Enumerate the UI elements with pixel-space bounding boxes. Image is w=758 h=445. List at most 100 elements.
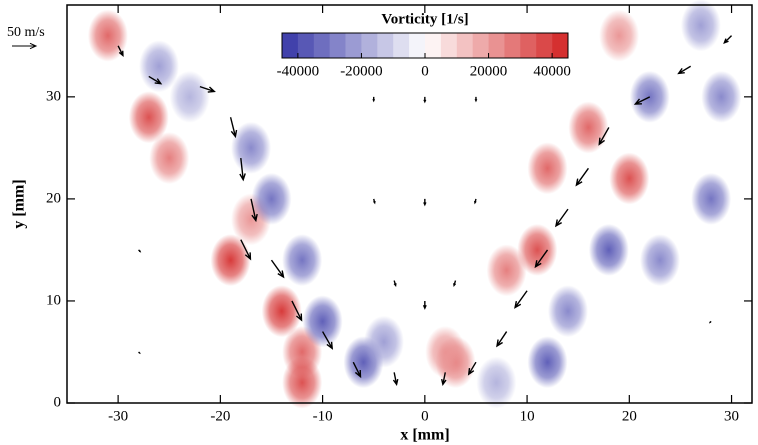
vorticity-blob [282,356,323,409]
velocity-vector [250,198,258,223]
x-tick-label: 0 [421,408,429,424]
vorticity-blob [527,142,568,195]
colorbar-swatch [377,33,394,58]
colorbar-tick-label: -20000 [340,63,383,79]
vorticity-blob [169,70,210,123]
y-tick-label: 0 [54,394,62,410]
colorbar-swatch [297,33,315,58]
velocity-vector [372,96,376,103]
x-tick-label: 20 [622,408,637,424]
velocity-vector [575,167,589,187]
vorticity-blob [210,234,251,287]
vorticity-blob [425,325,466,378]
velocity-vector [633,96,651,105]
velocity-vector [677,65,692,75]
velocity-vector [229,117,238,139]
colorbar-tick-label: 0 [421,63,429,79]
velocity-vector [723,35,733,45]
velocity-vector [474,96,478,103]
y-tick-label: 10 [46,292,61,308]
colorbar-tick-label: 40000 [533,63,571,79]
vorticity-blob [547,285,588,338]
colorbar-swatch [313,33,330,58]
velocity-vector [321,331,334,350]
colorbar-swatch [520,33,537,58]
colorbar-title: Vorticity [1/s] [381,11,468,27]
velocity-vector [392,372,399,387]
plot-frame [66,4,753,404]
vorticity-blob [639,234,680,287]
velocity-vector [441,372,447,387]
vorticity-blob [680,0,721,52]
arrows [117,35,733,387]
colorbar-swatch [440,33,458,58]
y-tick-label: 30 [46,88,61,104]
x-tick-label: 30 [724,408,739,424]
colorbar-swatch [361,33,378,58]
velocity-vector [270,259,285,279]
colorbar-swatch [345,33,362,58]
field [87,0,742,409]
velocity-vector [708,320,712,324]
velocity-vector [393,280,397,287]
colorbar-swatch [329,33,346,58]
velocity-vector [598,127,610,146]
vorticity-blob [302,295,343,348]
velocity-vector [554,208,569,228]
y-axis-label: y [mm] [11,179,28,228]
velocity-vector [240,239,252,261]
vorticity-blob [231,121,272,174]
velocity-vector [423,198,427,207]
velocity-vector [473,198,477,205]
colorbar-swatch [282,33,299,58]
colorbar: -40000 -20000 0 20000 40000 [277,32,571,79]
vorticity-blob [139,40,180,93]
vorticity-blob [486,244,527,297]
vorticity-blob [588,223,629,276]
colorbar-swatch [504,33,521,58]
colorbar-swatch [393,33,410,58]
vorticity-blob [261,285,302,338]
vorticity-blob [251,172,292,225]
vorticity-blob [282,234,323,287]
velocity-vector [148,75,163,85]
x-tick-label: -20 [210,408,230,424]
vorticity-blob [691,172,732,225]
x-tick-label: -10 [313,408,333,424]
vorticity-blob [527,336,568,389]
reference-vector [12,42,38,50]
vorticity-blob [363,315,404,368]
vorticity-blob [517,223,558,276]
vorticity-blob [149,132,190,185]
velocity-vector [138,249,142,253]
velocity-vector [467,361,477,376]
velocity-vector [373,198,376,205]
velocity-vector [138,351,141,355]
velocity-vector [352,361,362,379]
vorticity-blob [128,91,169,144]
colorbar-swatch [425,33,442,58]
vorticity-blob [599,9,640,62]
vorticity-blob [476,356,517,409]
velocity-vector [291,300,303,322]
x-tick-label: -30 [108,408,128,424]
velocity-vector [423,96,427,104]
velocity-vector [534,249,549,269]
colorbar-swatch [472,33,489,58]
axes: -30 -20 -10 0 10 20 30 0 10 20 30 [46,5,752,424]
x-tick-label: 10 [520,408,535,424]
x-axis-label: x [mm] [400,427,449,444]
vorticity-blob [87,9,128,62]
velocity-vector [496,331,508,348]
velocity-vector [239,157,246,182]
velocity-vector [422,300,427,310]
colorbar-tick-label: 20000 [470,63,508,79]
colorbar-swatch [456,33,473,58]
colorbar-tick-label: -40000 [277,63,320,79]
velocity-vector [117,45,124,57]
reference-vector-label: 50 m/s [7,25,45,40]
velocity-vector [514,290,528,309]
vorticity-blob [609,152,650,205]
